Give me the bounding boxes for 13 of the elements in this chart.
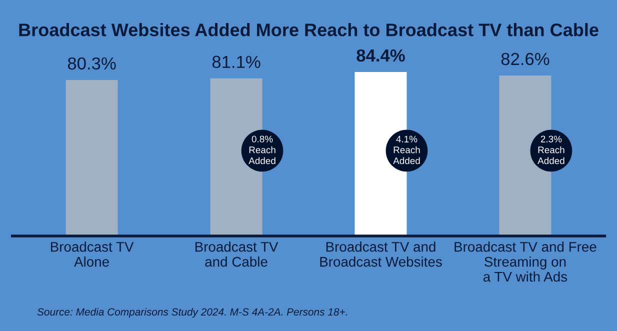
x-tick-label: Broadcast TV and Cable bbox=[195, 242, 278, 267]
data-label: 82.6% bbox=[501, 52, 550, 66]
annotation: 4.1% Reach Added bbox=[393, 136, 420, 164]
annotation: 2.3% Reach Added bbox=[538, 136, 564, 164]
data-label: 84.4% bbox=[356, 49, 405, 62]
data-label: 81.1% bbox=[212, 56, 260, 68]
data-label: 80.3% bbox=[68, 57, 116, 70]
annotation: 0.8% Reach Added bbox=[248, 136, 276, 164]
chart-title: Broadcast Websites Added More Reach to Broadcast TV than Cable bbox=[19, 23, 598, 36]
source-note: Source: Media Comparisons Study 2024. M-S 4A-2A. Persons 18+. bbox=[37, 308, 347, 318]
x-tick-label: Broadcast TV and Free Streaming on a TV with Ads bbox=[454, 242, 596, 282]
x-tick-label: Broadcast TV Alone bbox=[50, 242, 134, 267]
x-tick-label: Broadcast TV and Broadcast Websites bbox=[320, 242, 442, 267]
